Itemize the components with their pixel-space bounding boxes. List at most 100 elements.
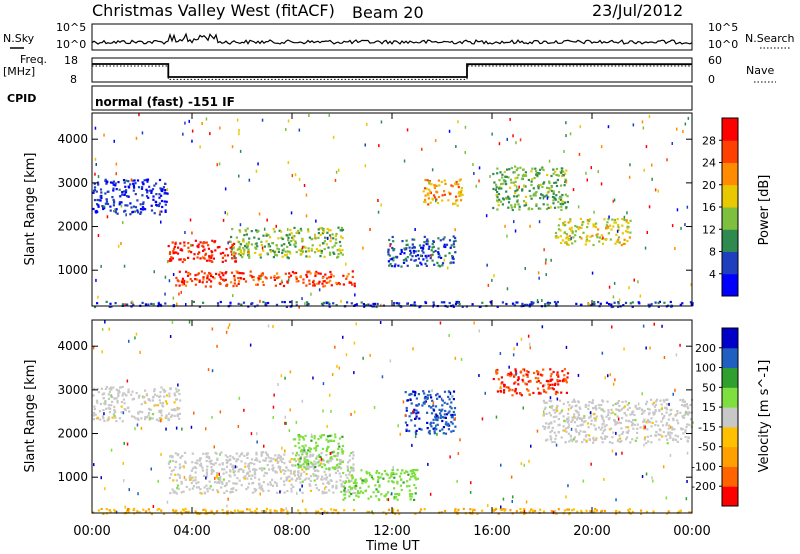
- echo-cell: [604, 437, 607, 440]
- echo-cell: [579, 236, 582, 239]
- echo-cell: [425, 240, 428, 243]
- echo-cell: [118, 203, 121, 206]
- echo-cell: [585, 509, 588, 512]
- echo-cell: [547, 386, 550, 389]
- echo-cell: [230, 248, 233, 251]
- echo-cell: [594, 226, 598, 229]
- echo-cell: [350, 492, 353, 496]
- echo-cell: [254, 476, 257, 479]
- colorbar-segment: [722, 407, 738, 428]
- echo-cell: [262, 234, 265, 237]
- noise-cell: [510, 475, 513, 479]
- echo-cell: [451, 413, 454, 417]
- echo-cell: [262, 300, 265, 304]
- echo-cell: [437, 179, 440, 182]
- echo-cell: [445, 413, 449, 416]
- noise-cell: [529, 224, 531, 228]
- echo-cell: [546, 186, 549, 189]
- time-axis-ticks: 00:00 04:00 08:00 12:00 16:00 20:00 00:00: [73, 113, 711, 539]
- echo-cell: [283, 491, 286, 494]
- echo-cell: [495, 194, 498, 197]
- echo-cell: [332, 237, 335, 240]
- echo-cell: [113, 397, 116, 400]
- echo-cell: [174, 242, 177, 245]
- echo-cell: [566, 200, 569, 204]
- noise-cell: [646, 231, 648, 234]
- echo-cell: [416, 477, 419, 480]
- echo-cell: [240, 484, 243, 487]
- echo-cell: [333, 466, 337, 469]
- echo-cell: [417, 403, 420, 406]
- echo-cell: [419, 508, 423, 511]
- echo-cell: [580, 237, 583, 240]
- echo-cell: [607, 409, 610, 412]
- echo-cell: [567, 419, 570, 422]
- echo-cell: [287, 469, 290, 472]
- echo-cell: [292, 470, 296, 474]
- echo-cell: [337, 226, 340, 229]
- echo-cell: [181, 454, 184, 458]
- echo-cell: [141, 186, 144, 189]
- noise-cell: [602, 236, 604, 240]
- echo-cell: [575, 440, 578, 443]
- echo-cell: [404, 257, 407, 260]
- echo-cell: [185, 270, 188, 273]
- echo-cell: [391, 235, 394, 239]
- echo-cell: [655, 398, 659, 401]
- echo-cell: [160, 199, 164, 203]
- echo-cell: [204, 508, 207, 511]
- noise-cell: [256, 440, 258, 444]
- echo-cell: [539, 381, 542, 385]
- echo-cell: [608, 428, 611, 431]
- echo-cell: [368, 471, 371, 474]
- noise-cell: [644, 246, 647, 250]
- echo-cell: [238, 246, 241, 249]
- noise-cell: [680, 226, 682, 230]
- echo-cell: [503, 385, 506, 388]
- echo-cell: [337, 452, 340, 455]
- echo-cell: [258, 486, 261, 490]
- echo-cell: [179, 466, 182, 469]
- echo-cell: [689, 403, 692, 407]
- y-tick-label: 2000: [57, 427, 88, 441]
- echo-cell: [655, 431, 658, 434]
- echo-cell: [492, 187, 495, 191]
- echo-cell: [357, 495, 360, 498]
- noise-cell: [549, 396, 552, 400]
- echo-cell: [175, 390, 178, 393]
- echo-cell: [432, 418, 435, 421]
- echo-cell: [676, 410, 679, 413]
- echo-cell: [307, 460, 310, 463]
- echo-cell: [300, 472, 303, 475]
- echo-cell: [123, 193, 126, 196]
- echo-cell: [524, 171, 527, 174]
- echo-cell: [160, 194, 163, 197]
- echo-cell: [317, 272, 320, 275]
- echo-cell: [348, 471, 351, 474]
- echo-cell: [205, 484, 208, 487]
- echo-cell: [133, 507, 136, 510]
- echo-cell: [496, 199, 499, 202]
- noise-cell: [104, 487, 106, 491]
- echo-cell: [150, 189, 153, 192]
- echo-cell: [386, 491, 390, 494]
- echo-cell: [291, 270, 294, 274]
- echo-cell: [443, 190, 446, 193]
- echo-cell: [338, 445, 341, 448]
- noise-cell: [260, 277, 262, 280]
- echo-cell: [320, 252, 323, 255]
- echo-cell: [508, 168, 511, 171]
- echo-cell: [313, 282, 316, 286]
- noise-cell: [127, 508, 129, 511]
- echo-cell: [350, 479, 353, 482]
- echo-cell: [461, 193, 464, 196]
- echo-cell: [313, 479, 316, 482]
- noise-cell: [287, 119, 290, 123]
- noise-cell: [607, 374, 609, 378]
- echo-cell: [549, 379, 552, 382]
- noise-cell: [556, 397, 559, 401]
- echo-cell: [164, 416, 167, 419]
- echo-cell: [315, 446, 318, 449]
- echo-cell: [332, 439, 336, 442]
- echo-cell: [557, 206, 560, 209]
